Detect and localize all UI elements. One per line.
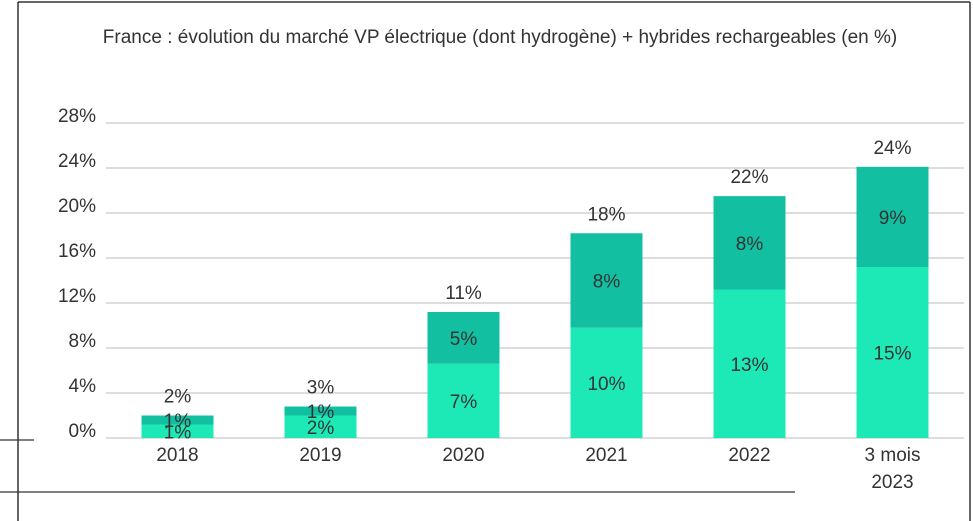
x-tick-label: 2020: [442, 445, 485, 466]
data-label: 8%: [736, 234, 764, 255]
total-label: 24%: [873, 138, 911, 159]
y-tick-label: 8%: [69, 331, 97, 352]
data-label: 1%: [164, 411, 192, 432]
x-tick-label: 2021: [585, 445, 628, 466]
data-label: 8%: [593, 272, 621, 293]
total-label: 18%: [587, 204, 625, 225]
y-tick-label: 12%: [58, 286, 96, 307]
total-label: 22%: [730, 167, 768, 188]
x-tick-label: 2018: [156, 445, 199, 466]
data-label: 1%: [307, 402, 335, 423]
total-label: 2%: [164, 387, 192, 408]
data-label: 5%: [450, 329, 478, 350]
y-tick-label: 20%: [58, 196, 96, 217]
y-tick-label: 28%: [58, 106, 96, 127]
data-label: 1%: [164, 422, 192, 443]
bar-segment: [141, 424, 214, 438]
bar-segment: [856, 166, 929, 267]
bar-segment: [284, 406, 357, 416]
total-label: 3%: [307, 378, 335, 399]
data-label: 7%: [450, 392, 478, 413]
data-label: 13%: [730, 355, 768, 376]
data-label: 9%: [879, 208, 907, 229]
total-label: 11%: [445, 283, 482, 304]
y-tick-label: 24%: [58, 151, 96, 172]
x-tick-label: 2022: [728, 445, 771, 466]
bar-segment: [427, 312, 500, 364]
data-label: 10%: [587, 374, 625, 395]
x-tick-label: 2019: [299, 445, 342, 466]
bar-segment: [427, 363, 500, 438]
bar-segment: [141, 415, 214, 425]
bar-segment: [284, 415, 357, 438]
data-label: 15%: [873, 344, 911, 365]
bar-segment: [713, 196, 786, 290]
bar-segment: [856, 267, 929, 438]
bar-segment: [570, 233, 643, 328]
bar-segment: [713, 289, 786, 438]
chart-title: France : évolution du marché VP électriq…: [102, 27, 898, 48]
y-tick-label: 0%: [69, 421, 97, 442]
y-tick-label: 16%: [58, 241, 96, 262]
data-label: 2%: [307, 418, 335, 439]
x-tick-label: 3 mois 2023: [864, 445, 921, 493]
y-tick-label: 4%: [69, 376, 97, 397]
bar-segment: [570, 327, 643, 438]
